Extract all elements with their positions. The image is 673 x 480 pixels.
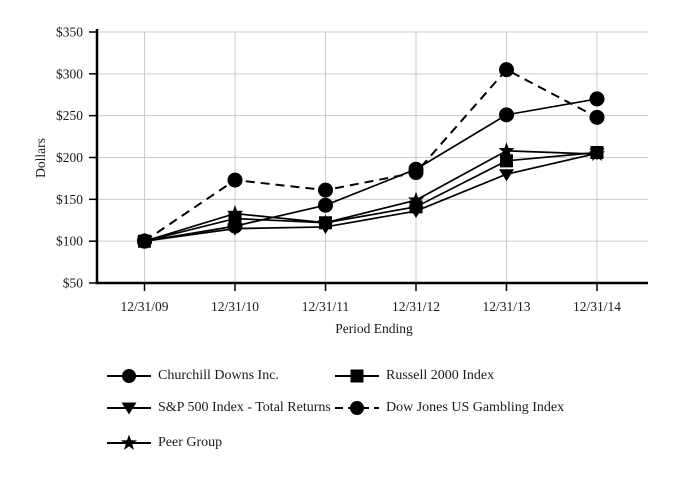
series-line-peer-group [144,149,598,242]
circle-marker-churchill-downs-inc [408,161,424,177]
legend-label-churchill-downs: Churchill Downs Inc. [158,368,279,383]
y-tick-label: $150 [56,192,83,207]
legend-item-peer-group: Peer Group [107,433,222,453]
series-line-s-p-500-index-total-returns [144,152,598,243]
legend-label-peer-group: Peer Group [158,435,223,450]
circle-marker-churchill-downs-inc [227,218,243,234]
legend-label-russell-2000: Russell 2000 Index [386,368,495,383]
series-line-dow-jones-us-gambling-index [143,68,598,242]
square-marker-russell-2000-index [500,154,513,168]
circle-marker-churchill-downs-inc [499,107,514,123]
y-tick-label: $200 [56,150,83,165]
legend-item-russell-2000: Russell 2000 Index [335,366,494,386]
triangle-down-marker-s-p-500-index-total-returns [499,169,514,182]
y-tick-label: $250 [56,108,83,123]
triangle-down-solid-line-marker-icon [107,402,151,415]
square-marker-russell-2000-index [319,216,332,230]
star-solid-line-marker-icon [107,434,151,450]
circle-dashed-line-marker-icon [335,401,379,415]
y-tick-label: $350 [56,25,83,40]
star-marker-peer-group [498,142,515,158]
legend-item-dow-jones-gambling: Dow Jones US Gambling Index [335,398,564,418]
star-marker-peer-group [407,191,425,208]
series-line-russell-2000-index [144,151,598,242]
x-axis-title: Period Ending [335,321,413,336]
y-tick-label: $300 [56,66,83,81]
legend-item-churchill-downs: Churchill Downs Inc. [107,366,279,386]
plot-area: $350 $300 $250 $200 $150 $100 $50 12/31/09 12/31… [56,25,648,314]
circle-marker-dow-jones-us-gambling-index [227,172,243,188]
x-tick-label: 12/31/12 [392,299,440,314]
x-tick-label: 12/31/11 [302,299,350,314]
circle-marker-churchill-downs-inc [589,91,605,107]
legend-label-dow-jones-gambling: Dow Jones US Gambling Index [386,400,565,415]
circle-marker-churchill-downs-inc [318,197,333,213]
x-tick-label: 12/31/10 [211,299,259,314]
circle-marker-dow-jones-us-gambling-index [499,62,514,78]
square-marker-russell-2000-index [590,145,604,159]
square-solid-line-marker-icon [335,369,379,383]
circle-solid-line-marker-icon [107,369,151,383]
y-tick-label: $50 [63,276,84,291]
circle-marker-churchill-downs-inc [137,233,152,249]
series-line-churchill-downs-inc [144,98,598,243]
circle-marker-dow-jones-us-gambling-index [318,182,333,198]
y-tick-label: $100 [56,234,83,249]
x-tick-label: 12/31/09 [120,299,168,314]
x-tick-label: 12/31/13 [482,299,530,314]
legend-item-sp500: S&P 500 Index - Total Returns [107,398,331,418]
legend-label-sp500: S&P 500 Index - Total Returns [158,400,331,415]
square-marker-russell-2000-index [409,200,423,214]
x-tick-label: 12/31/14 [573,299,621,314]
circle-marker-dow-jones-us-gambling-index [589,109,605,125]
